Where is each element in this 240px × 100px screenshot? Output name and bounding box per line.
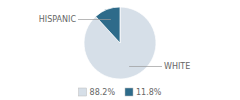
legend-label: 88.2% <box>90 88 116 97</box>
slice-labels: WHITE HISPANIC <box>39 15 190 71</box>
legend-swatch <box>125 88 133 96</box>
leader-line <box>129 66 162 67</box>
pie-slice <box>96 7 120 43</box>
chart: WHITE HISPANIC 88.2% 11.8% <box>0 0 240 100</box>
legend-swatch <box>79 88 87 96</box>
legend-item: 11.8% <box>125 88 162 97</box>
legend-item: 88.2% <box>79 88 116 97</box>
slice-label: WHITE <box>164 62 190 71</box>
legend-label: 11.8% <box>136 88 162 97</box>
legend: 88.2% 11.8% <box>79 88 162 97</box>
leader-line <box>78 19 111 20</box>
pie <box>84 7 156 79</box>
slice-label: HISPANIC <box>39 15 77 24</box>
pie-slice <box>84 7 156 79</box>
